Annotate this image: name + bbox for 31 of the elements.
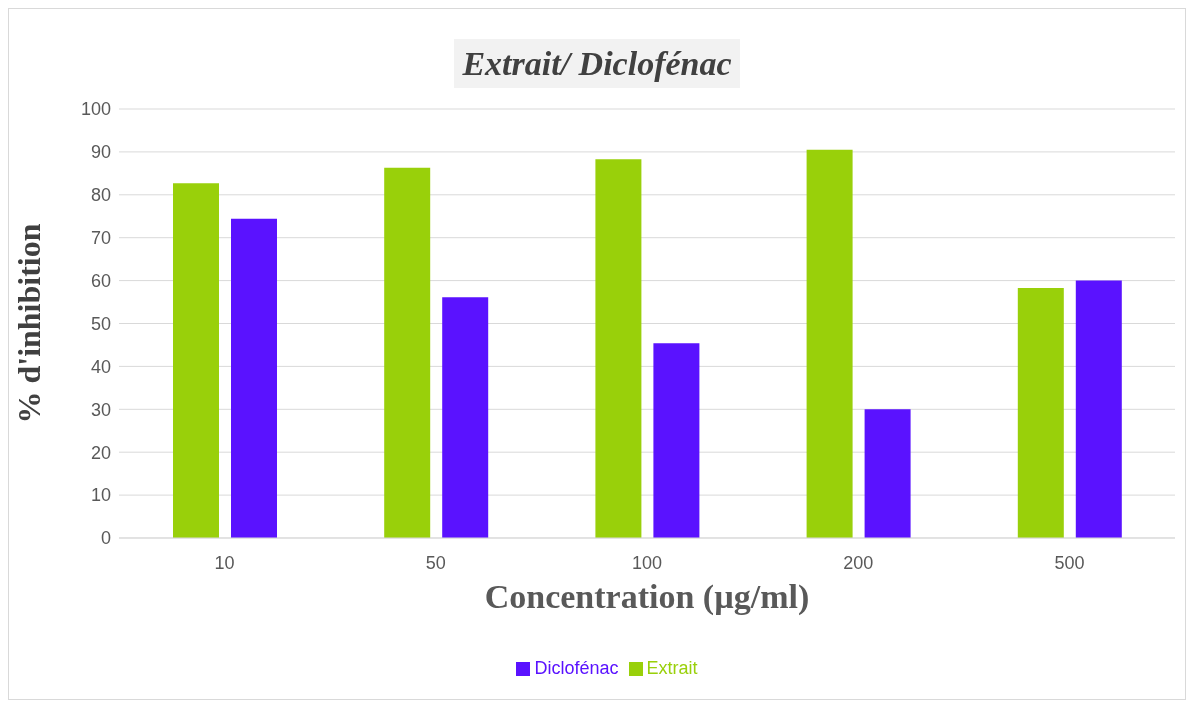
bar [231, 218, 277, 538]
y-tick-label: 0 [100, 528, 111, 549]
x-tick-label: 500 [1054, 552, 1085, 573]
bar [173, 183, 219, 538]
bar [806, 149, 853, 538]
bar [442, 297, 489, 538]
y-tick-label: 80 [90, 185, 111, 206]
x-axis-title: Concentration (µg/ml) [484, 578, 810, 616]
legend-label: Diclofénac [534, 658, 619, 678]
x-tick-label: 50 [425, 552, 446, 573]
y-tick-label: 20 [90, 442, 111, 463]
bar [864, 409, 911, 538]
bar [653, 343, 700, 538]
legend-label: Extrait [646, 658, 698, 678]
y-tick-label: 60 [90, 270, 111, 291]
y-tick-label: 90 [90, 142, 111, 163]
bar [1075, 280, 1122, 538]
bar [1017, 287, 1064, 538]
x-tick-label: 200 [843, 552, 874, 573]
y-tick-label: 100 [80, 99, 111, 120]
x-tick-label: 100 [631, 552, 663, 573]
bar [384, 167, 431, 538]
bar [595, 159, 642, 538]
y-axis-title: % d'inhibition [11, 223, 48, 424]
y-tick-label: 70 [90, 228, 111, 249]
y-tick-label: 50 [90, 313, 111, 334]
x-tick-label: 10 [214, 552, 235, 573]
y-tick-label: 40 [90, 356, 111, 377]
y-tick-label: 10 [90, 485, 111, 506]
chart-title: Extrait/ Diclofénac [454, 39, 740, 88]
y-tick-label: 30 [90, 399, 111, 420]
